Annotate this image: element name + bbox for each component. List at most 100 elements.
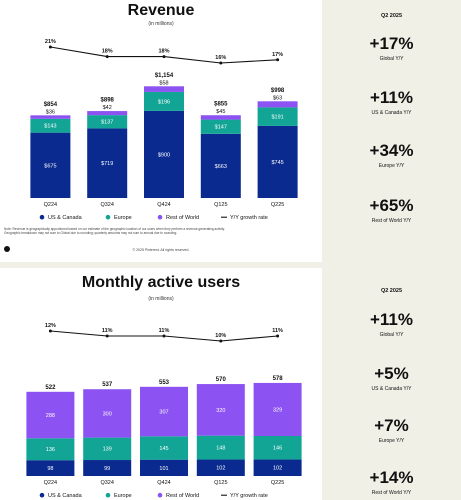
mau-stat-global: +11% Global Y/Y <box>322 310 461 338</box>
revenue-stat-global: +17% Global Y/Y <box>322 34 461 62</box>
bar-value-label: $45 <box>216 109 225 115</box>
x-tick-label: Q125 <box>214 202 227 208</box>
x-tick-label: Q224 <box>44 202 57 208</box>
bar-segment-us-canada <box>144 110 184 198</box>
legend-swatch-us-canada <box>39 214 45 220</box>
bar-segment-rest-of-world <box>257 101 298 108</box>
bar-total-label: 537 <box>102 382 113 388</box>
bar-segment-us-canada <box>26 460 75 476</box>
growth-rate-label: 11% <box>272 328 283 334</box>
bar-value-label: 307 <box>159 409 168 415</box>
x-tick-label: Q424 <box>157 480 170 486</box>
bar-value-label: $900 <box>158 152 170 158</box>
revenue-title: Revenue <box>127 2 195 19</box>
bar-value-label: $191 <box>271 115 283 121</box>
stat-value: +34% <box>369 141 414 160</box>
bar-total-label: $1,154 <box>155 73 174 79</box>
bar-value-label: $147 <box>215 125 227 131</box>
bar-value-label: $675 <box>44 163 56 169</box>
bar-value-label: 101 <box>159 466 168 472</box>
bar-total-label: $854 <box>44 102 58 108</box>
legend-swatch-europe <box>105 214 111 220</box>
growth-rate-label: 16% <box>215 55 226 61</box>
stat-label: US & Canada Y/Y <box>371 386 412 392</box>
mau-sidebar: Q2 2025 +11% Global Y/Y +5% US & Canada … <box>322 268 461 500</box>
legend-label: Europe <box>114 215 132 221</box>
bar-value-label: 146 <box>273 446 282 452</box>
bar-segment-europe <box>83 437 132 461</box>
x-tick-label: Q324 <box>100 480 113 486</box>
stat-value: +11% <box>369 88 413 107</box>
bar-segment-rest-of-world <box>196 384 245 436</box>
legend-label: Y/Y growth rate <box>230 215 268 221</box>
x-tick-label: Q225 <box>271 202 284 208</box>
stat-value: +7% <box>374 416 409 435</box>
bar-segment-us-canada <box>257 125 298 198</box>
growth-rate-point <box>219 61 223 65</box>
growth-rate-point <box>276 334 280 338</box>
mau-subtitle: (in millions) <box>148 296 174 302</box>
section-divider <box>0 262 461 268</box>
bar-segment-rest-of-world <box>30 115 71 119</box>
stat-value: +65% <box>369 196 414 215</box>
stat-label: Europe Y/Y <box>378 163 405 169</box>
pinterest-logo-icon <box>4 246 10 252</box>
x-tick-label: Q324 <box>100 202 113 208</box>
stat-label: Rest of World Y/Y <box>371 218 412 224</box>
growth-rate-label: 21% <box>45 39 56 45</box>
bar-value-label: 99 <box>104 466 110 472</box>
mau-stat-europe: +7% Europe Y/Y <box>322 416 461 444</box>
bar-segment-rest-of-world <box>200 115 241 120</box>
bar-value-label: 148 <box>216 446 225 452</box>
bar-value-label: 329 <box>273 407 282 413</box>
mau-stat-us-canada: +5% US & Canada Y/Y <box>322 364 461 392</box>
bar-value-label: $58 <box>159 80 168 86</box>
bar-segment-rest-of-world <box>87 111 128 116</box>
bar-segment-rest-of-world <box>144 86 184 92</box>
bar-value-label: $196 <box>158 99 170 105</box>
bar-value-label: $42 <box>103 105 112 111</box>
revenue-copyright: © 2025 Pinterest. All rights reserved. <box>132 248 190 252</box>
bar-segment-europe <box>257 107 298 126</box>
bar-segment-europe <box>26 438 75 461</box>
bar-total-label: 522 <box>45 385 56 391</box>
growth-rate-point <box>162 55 166 59</box>
mau-panel: Monthly active users (in millions) 98 136… <box>0 268 461 500</box>
bar-value-label: $663 <box>215 164 227 170</box>
revenue-panel: Revenue (in millions) $675 $143 $36 $854 Q22… <box>4 0 461 262</box>
bar-segment-europe <box>144 91 184 111</box>
stat-label: Europe Y/Y <box>378 438 405 444</box>
bar-value-label: 145 <box>159 446 168 452</box>
revenue-stat-europe: +34% Europe Y/Y <box>322 141 461 169</box>
mau-chart: 98 136 288 522 Q224 99 139 300 537 Q324 101 145 307 5… <box>26 323 302 499</box>
bar-value-label: 139 <box>103 447 112 453</box>
bar-value-label: $719 <box>101 161 113 167</box>
growth-rate-point <box>105 55 109 59</box>
bar-segment-rest-of-world <box>26 391 75 439</box>
revenue-footnote: Note: Revenue is geographically apportio… <box>4 227 304 235</box>
revenue-quarter-heading: Q2 2025 <box>380 13 403 19</box>
legend-swatch-rest-of-world <box>157 214 163 220</box>
bar-total-label: 553 <box>159 380 170 386</box>
legend-swatch-europe <box>105 492 111 498</box>
bar-total-label: 570 <box>216 377 227 383</box>
legend-label: Rest of World <box>166 215 199 221</box>
bar-value-label: 98 <box>47 466 53 472</box>
legend-label: Y/Y growth rate <box>230 493 268 499</box>
growth-rate-point <box>48 45 52 49</box>
growth-rate-label: 11% <box>159 328 170 334</box>
growth-rate-point <box>276 58 280 62</box>
stat-label: Global Y/Y <box>379 56 404 62</box>
growth-rate-point <box>162 334 166 338</box>
bar-segment-europe <box>200 119 241 134</box>
bar-segment-us-canada <box>253 459 302 476</box>
bar-value-label: 136 <box>46 447 55 453</box>
mau-quarter-heading: Q2 2025 <box>380 288 403 294</box>
legend-label: Rest of World <box>166 493 199 499</box>
bar-total-label: $898 <box>101 98 115 104</box>
stat-value: +17% <box>369 34 414 53</box>
bar-total-label: $855 <box>214 102 228 108</box>
x-tick-label: Q424 <box>157 202 170 208</box>
legend-label: Europe <box>114 493 132 499</box>
growth-rate-label: 10% <box>215 333 226 339</box>
